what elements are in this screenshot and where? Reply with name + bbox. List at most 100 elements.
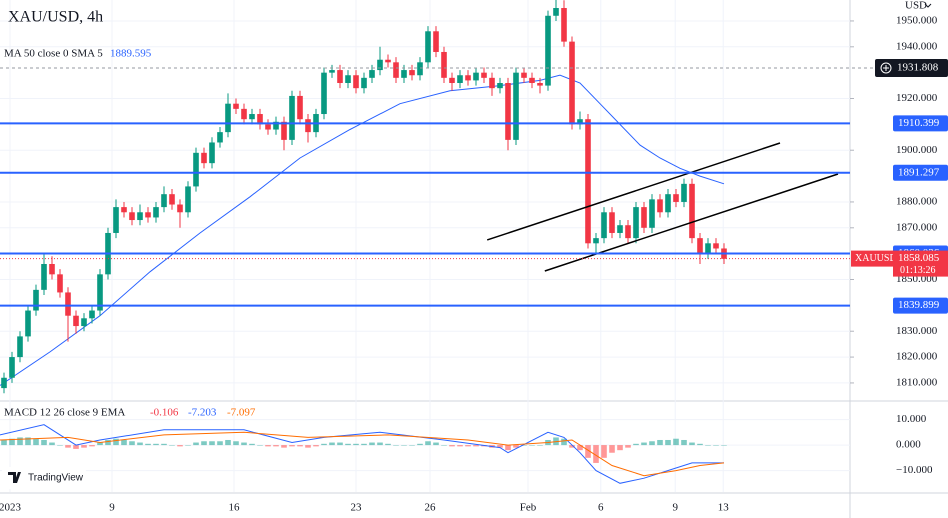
macd-histogram-bar (41, 439, 47, 446)
macd-histogram-bar (633, 443, 639, 446)
macd-histogram-bar (361, 443, 367, 446)
macd-histogram-bar (441, 445, 447, 446)
candle-body (657, 199, 663, 213)
candle-body (449, 77, 455, 83)
candle-body (201, 152, 207, 164)
level-label: 1891.297 (898, 166, 940, 178)
candle-body (665, 194, 671, 213)
macd-histogram-bar (689, 442, 695, 446)
y-tick-label: 1810.000 (896, 376, 938, 388)
candle-body (545, 15, 551, 86)
macd-histogram-bar (465, 445, 471, 447)
candle-body (361, 77, 367, 89)
crosshair-label-box (875, 58, 948, 77)
macd-histogram-bar (321, 443, 327, 446)
candle-body (169, 194, 175, 205)
macd-histogram-bar (265, 445, 271, 447)
candle-body (585, 119, 591, 244)
candle-body (401, 70, 407, 78)
macd-histogram-bar (345, 443, 351, 446)
macd-histogram-bar (433, 442, 439, 446)
candle-body (97, 274, 103, 311)
candle-body (457, 75, 463, 83)
candle-body (281, 121, 287, 140)
macd-histogram-bar (169, 445, 175, 446)
candle-body (73, 315, 79, 327)
candle-body (713, 243, 719, 249)
macd-histogram-bar (705, 445, 711, 446)
candle-body (17, 336, 23, 358)
candle-body (593, 238, 599, 244)
brand-icon (8, 472, 21, 483)
macd-histogram-bar (505, 445, 511, 451)
y-tick-label: 1830.000 (896, 325, 938, 337)
macd-histogram-bar (185, 445, 191, 446)
candle-body (225, 103, 231, 133)
candle-body (609, 212, 615, 233)
macd-histogram-bar (337, 442, 343, 446)
candle-body (57, 274, 63, 293)
macd-line-value: -7.203 (188, 407, 217, 419)
candle-body (305, 119, 311, 133)
candle-body (177, 204, 183, 213)
macd-histogram-bar (625, 445, 631, 448)
candle-body (497, 82, 503, 89)
candle-body (529, 77, 535, 83)
candle-body (121, 207, 127, 213)
x-tick-label: 6 (598, 502, 604, 514)
macd-histogram-bar (297, 445, 303, 447)
macd-histogram-bar (401, 445, 407, 446)
currency-dropdown[interactable] (924, 3, 932, 8)
candle-body (337, 70, 343, 83)
macd-histogram-bar (393, 445, 399, 446)
candle-body (417, 62, 423, 76)
last-price-label: 1858.085 (898, 252, 940, 264)
candle-body (145, 212, 151, 218)
candle-body (393, 62, 399, 78)
signal-line (0, 431, 725, 477)
macd-histogram-bar (305, 445, 311, 448)
candle-body (641, 207, 647, 228)
macd-histogram-bar (369, 442, 375, 446)
macd-histogram-bar (249, 443, 255, 446)
macd-histogram-bar (121, 439, 127, 446)
candle-body (1, 377, 7, 389)
macd-histogram-bar (681, 439, 687, 446)
candle-body (193, 152, 199, 187)
macd-histogram-bar (145, 443, 151, 446)
crosshair-add-icon (880, 62, 892, 74)
macd-histogram-bar (609, 445, 615, 453)
candle-body (577, 119, 583, 125)
macd-histogram-bar (225, 439, 231, 446)
candle-body (489, 77, 495, 89)
candle-body (25, 310, 31, 337)
macd-histogram-bar (97, 442, 103, 446)
macd-histogram-bar (201, 441, 207, 446)
macd-histogram-bar (697, 443, 703, 446)
macd-histogram-bar (537, 445, 543, 446)
candle-body (329, 70, 335, 73)
x-tick-label: Feb (520, 502, 537, 514)
x-tick-label: 9 (109, 502, 115, 514)
macd-histogram-bar (257, 445, 263, 446)
x-tick-label: 23 (351, 502, 363, 514)
countdown-label: 01:13:26 (900, 265, 936, 276)
macd-histogram-bar (65, 445, 71, 448)
crosshair-label: 1931.808 (897, 62, 939, 74)
candle-body (289, 95, 295, 140)
macd-histogram-bar (313, 445, 319, 447)
crosshair-add-plus (883, 64, 889, 71)
candle-body (321, 72, 327, 115)
candle-body (353, 75, 359, 89)
level-label-box (893, 115, 948, 132)
brand-text: TradingView (28, 473, 84, 484)
y-tick-label: 1870.000 (896, 221, 938, 233)
candle-body (113, 207, 119, 233)
macd-histogram-bar (193, 442, 199, 446)
macd-histogram-bar (385, 443, 391, 446)
macd-histogram-bar (721, 445, 727, 446)
y-tick-label: 1880.000 (896, 195, 938, 207)
symbol-label: XAUUSD (855, 253, 897, 264)
